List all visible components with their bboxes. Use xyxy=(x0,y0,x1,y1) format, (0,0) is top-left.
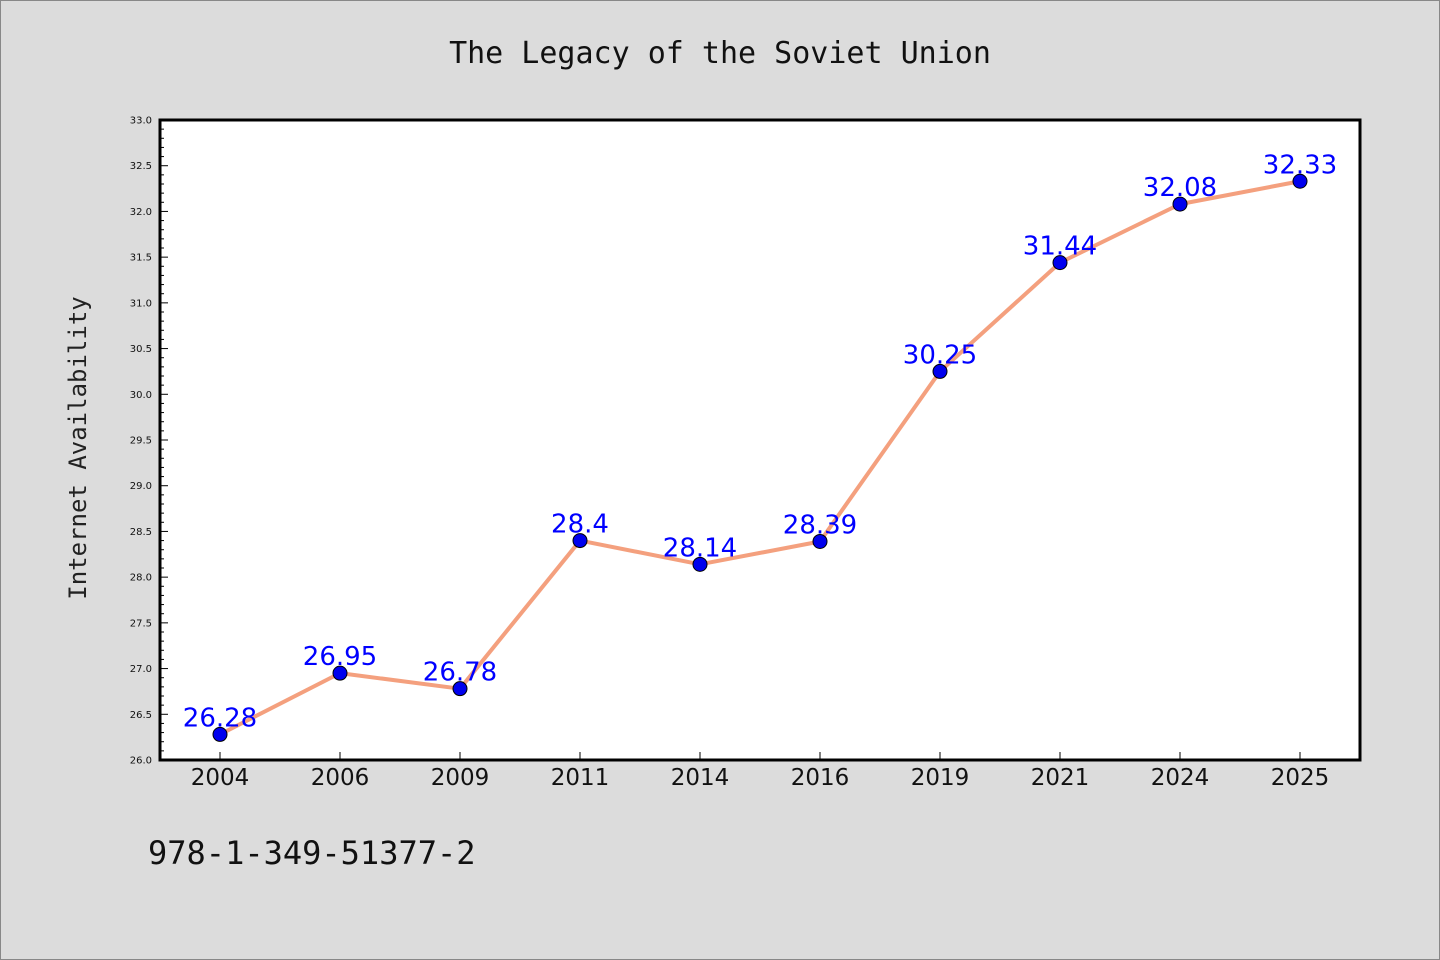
isbn-text: 978-1-349-51377-2 xyxy=(148,834,476,872)
y-tick-label: 30.5 xyxy=(130,344,152,355)
x-tick-label: 2011 xyxy=(551,765,610,791)
x-axis: 2004 2006 2009 2011 2014 2016 2019 2021 2024 2025 xyxy=(191,752,1330,791)
y-tick-label: 29.0 xyxy=(130,481,152,492)
data-label: 28.14 xyxy=(663,533,737,563)
y-tick-label: 26.0 xyxy=(130,756,152,767)
x-tick-label: 2021 xyxy=(1031,765,1090,791)
plot-area xyxy=(160,120,1360,760)
y-tick-label: 31.5 xyxy=(130,253,152,264)
y-tick-label: 28.5 xyxy=(130,527,152,538)
y-tick-label: 33.0 xyxy=(130,116,152,127)
y-tick-label: 27.5 xyxy=(130,618,152,629)
y-tick-label: 30.0 xyxy=(130,390,152,401)
data-point xyxy=(452,681,468,697)
y-tick-label: 28.0 xyxy=(130,573,152,584)
data-point xyxy=(812,533,828,549)
data-point xyxy=(1052,255,1068,271)
y-tick-label: 29.5 xyxy=(130,436,152,447)
data-markers xyxy=(212,173,1308,742)
plot-frame xyxy=(158,118,1362,762)
data-point xyxy=(1292,173,1308,189)
data-point xyxy=(692,556,708,572)
data-point xyxy=(572,533,588,549)
y-tick-label: 27.0 xyxy=(130,664,152,675)
data-label: 30.25 xyxy=(903,340,977,370)
data-label: 26.28 xyxy=(183,703,257,733)
data-label: 32.33 xyxy=(1263,150,1337,180)
x-tick-label: 2019 xyxy=(911,765,970,791)
data-point xyxy=(932,363,948,379)
x-tick-label: 2024 xyxy=(1151,765,1210,791)
data-label: 26.78 xyxy=(423,658,497,688)
y-tick-label: 32.5 xyxy=(130,161,152,172)
data-point xyxy=(332,665,348,681)
x-tick-label: 2004 xyxy=(191,765,250,791)
y-tick-label: 32.0 xyxy=(130,207,152,218)
x-tick-label: 2009 xyxy=(431,765,490,791)
data-label: 31.44 xyxy=(1023,232,1097,262)
data-labels: 26.28 26.95 26.78 28.4 28.14 28.39 30.25 31.44 3… xyxy=(183,150,1337,733)
y-tick-label: 31.0 xyxy=(130,298,152,309)
data-label: 28.39 xyxy=(783,510,857,540)
x-tick-label: 2014 xyxy=(671,765,730,791)
x-tick-label: 2025 xyxy=(1271,765,1330,791)
y-axis-label: Internet Availability xyxy=(64,296,92,599)
data-label: 26.95 xyxy=(303,642,377,672)
data-label: 28.4 xyxy=(551,510,609,540)
data-label: 32.08 xyxy=(1143,173,1217,203)
y-tick-label: 26.5 xyxy=(130,710,152,721)
chart-title: The Legacy of the Soviet Union xyxy=(449,36,991,71)
series-line xyxy=(219,179,1301,737)
data-point xyxy=(212,726,228,742)
x-tick-label: 2016 xyxy=(791,765,850,791)
x-tick-label: 2006 xyxy=(311,765,370,791)
data-point xyxy=(1172,196,1188,212)
